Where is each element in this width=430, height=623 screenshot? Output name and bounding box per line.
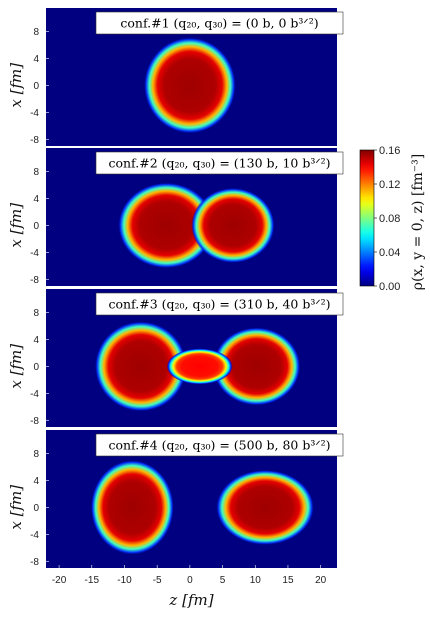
x-tick-label: 20 — [315, 575, 327, 586]
x-tick-label: 15 — [282, 575, 294, 586]
panel-title-box — [95, 11, 344, 35]
y-axis-label: x [fm] — [7, 203, 25, 248]
panel-title: conf.#4 (q₂₀, q₃₀) = (500 b, 80 b³ᐟ²) — [108, 438, 330, 453]
y-tick-label: -4 — [30, 530, 39, 541]
panel-title-box — [95, 433, 344, 457]
y-tick-label: -4 — [30, 248, 39, 259]
y-tick-label: -8 — [30, 135, 39, 146]
panel-1: 8 4 0 -4 -8 x [fm] conf.#1 (q₂₀, q₃₀) = (0 b, … — [7, 8, 344, 146]
density-fragment — [143, 37, 237, 134]
density-fragment — [90, 459, 175, 555]
y-tick-label: 0 — [33, 81, 39, 92]
colorbar-tick-label: 0.16 — [379, 145, 400, 157]
density-fragment — [212, 327, 301, 406]
panel-title: conf.#3 (q₂₀, q₃₀) = (310 b, 40 b³ᐟ²) — [108, 297, 330, 312]
density-fragment — [94, 321, 187, 412]
x-tick-label: -5 — [153, 575, 162, 586]
density-fragment — [215, 469, 315, 546]
colorbar-label: ρ(x, y = 0, z) [fm⁻³] — [410, 154, 426, 291]
panel-2: 8 4 0 -4 -8 x [fm] conf.#2 (q₂₀, q₃₀) = (130 b… — [7, 148, 344, 286]
panel-title: conf.#1 (q₂₀, q₃₀) = (0 b, 0 b³ᐟ²) — [120, 16, 318, 31]
y-tick-label: 8 — [33, 449, 39, 460]
y-tick-label: 4 — [33, 476, 39, 487]
y-tick-label: -8 — [30, 275, 39, 286]
colorbar-tick-label: 0.04 — [379, 247, 400, 259]
x-tick-label: 10 — [250, 575, 262, 586]
y-tick-label: -4 — [30, 108, 39, 119]
panel-4: 8 4 0 -4 -8 x [fm] conf.#4 (q₂₀, q₃₀) = (500 b… — [7, 430, 344, 568]
density-fragment — [117, 182, 215, 269]
y-tick-label: -4 — [30, 389, 39, 400]
y-tick-label: 8 — [33, 167, 39, 178]
x-axis: -20 -15 -10 -5 0 5 10 15 20 z [fm] — [52, 565, 327, 609]
y-axis-label: x [fm] — [7, 485, 25, 530]
y-axis-label: x [fm] — [7, 63, 25, 108]
colorbar: 0.00 0.04 0.08 0.12 0.16 ρ(x, y = 0, z) [fm⁻³… — [359, 145, 426, 293]
y-tick-label: 8 — [33, 27, 39, 38]
x-tick-label: -15 — [85, 575, 100, 586]
x-axis-label: z [fm] — [168, 591, 213, 609]
y-tick-label: 0 — [33, 362, 39, 373]
y-tick-label: -8 — [30, 416, 39, 427]
panel-title-box — [95, 151, 344, 175]
y-tick-label: 8 — [33, 308, 39, 319]
colorbar-tick-label: 0.08 — [379, 213, 400, 225]
x-tick-label: 5 — [220, 575, 226, 586]
panel-title: conf.#2 (q₂₀, q₃₀) = (130 b, 10 b³ᐟ²) — [108, 156, 330, 171]
density-fragment — [166, 348, 233, 385]
density-fragment — [191, 187, 275, 264]
colorbar-tick-label: 0.00 — [379, 281, 400, 293]
y-tick-label: 4 — [33, 54, 39, 65]
y-tick-label: 0 — [33, 221, 39, 232]
colorbar-gradient — [359, 149, 375, 287]
y-tick-label: 4 — [33, 194, 39, 205]
y-tick-label: 0 — [33, 503, 39, 514]
x-tick-label: 0 — [187, 575, 193, 586]
x-tick-label: -10 — [117, 575, 132, 586]
colorbar-tick-label: 0.12 — [379, 179, 400, 191]
panel-3: 8 4 0 -4 -8 x [fm] conf.#3 (q₂₀, q₃₀) = (310 b… — [7, 289, 344, 427]
panel-title-box — [95, 292, 344, 316]
y-tick-label: 4 — [33, 335, 39, 346]
y-tick-label: -8 — [30, 557, 39, 568]
x-tick-label: -20 — [52, 575, 67, 586]
y-axis-label: x [fm] — [7, 344, 25, 389]
